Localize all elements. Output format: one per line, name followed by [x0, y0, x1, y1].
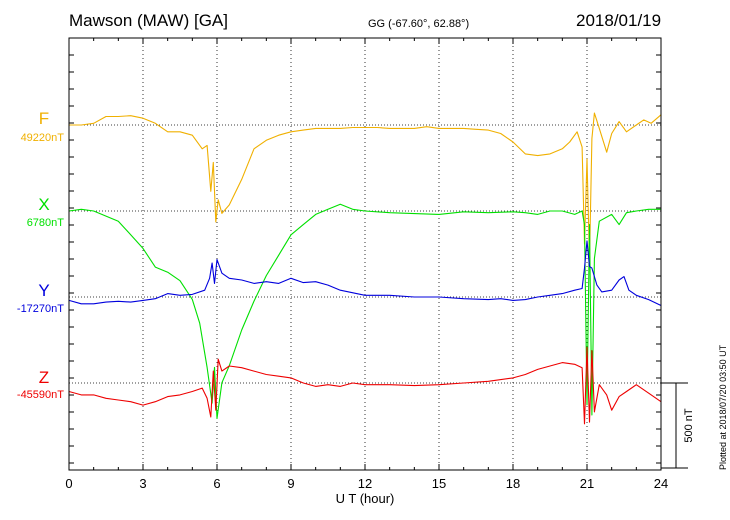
station-coordinates: GG (-67.60°, 62.88°)	[368, 18, 470, 30]
series-name-z: Z	[39, 368, 49, 387]
station-title: Mawson (MAW) [GA]	[69, 11, 228, 30]
x-tick-label-18: 18	[506, 476, 520, 491]
series-baseline-x: 6780nT	[27, 217, 65, 229]
plotted-timestamp: Plotted at 2018/07/20 03:50 UT	[718, 344, 728, 470]
series-line-f	[69, 112, 662, 262]
series-name-x: X	[38, 195, 49, 214]
x-tick-label-3: 3	[139, 476, 146, 491]
series-labels: F 49220nT X 6780nT Y -17270nT Z -45590nT	[17, 109, 64, 401]
series-line-z	[68, 346, 662, 425]
series-name-y: Y	[38, 281, 49, 300]
series-baseline-y: -17270nT	[17, 303, 64, 315]
series-line-x	[68, 203, 661, 419]
series-line-y	[68, 240, 662, 306]
series-baseline-f: 49220nT	[21, 132, 65, 144]
x-axis-label: U T (hour)	[336, 491, 395, 506]
scale-bar-label: 500 nT	[683, 408, 695, 443]
x-tick-label-24: 24	[654, 476, 668, 491]
series-name-f: F	[39, 109, 49, 128]
x-tick-label-9: 9	[287, 476, 294, 491]
x-tick-label-6: 6	[213, 476, 220, 491]
x-tick-label-15: 15	[432, 476, 446, 491]
date-label: 2018/01/19	[576, 11, 662, 30]
x-tick-label-0: 0	[65, 476, 72, 491]
x-tick-label-21: 21	[580, 476, 594, 491]
x-tick-label-12: 12	[358, 476, 372, 491]
scale-bar: 500 nT	[661, 382, 695, 469]
series-baseline-z: -45590nT	[17, 389, 64, 401]
series-lines	[68, 112, 662, 425]
grid-lines	[142, 38, 588, 470]
axis-ticks: 0 3 6 9 12 15 18 21 24	[65, 37, 668, 491]
